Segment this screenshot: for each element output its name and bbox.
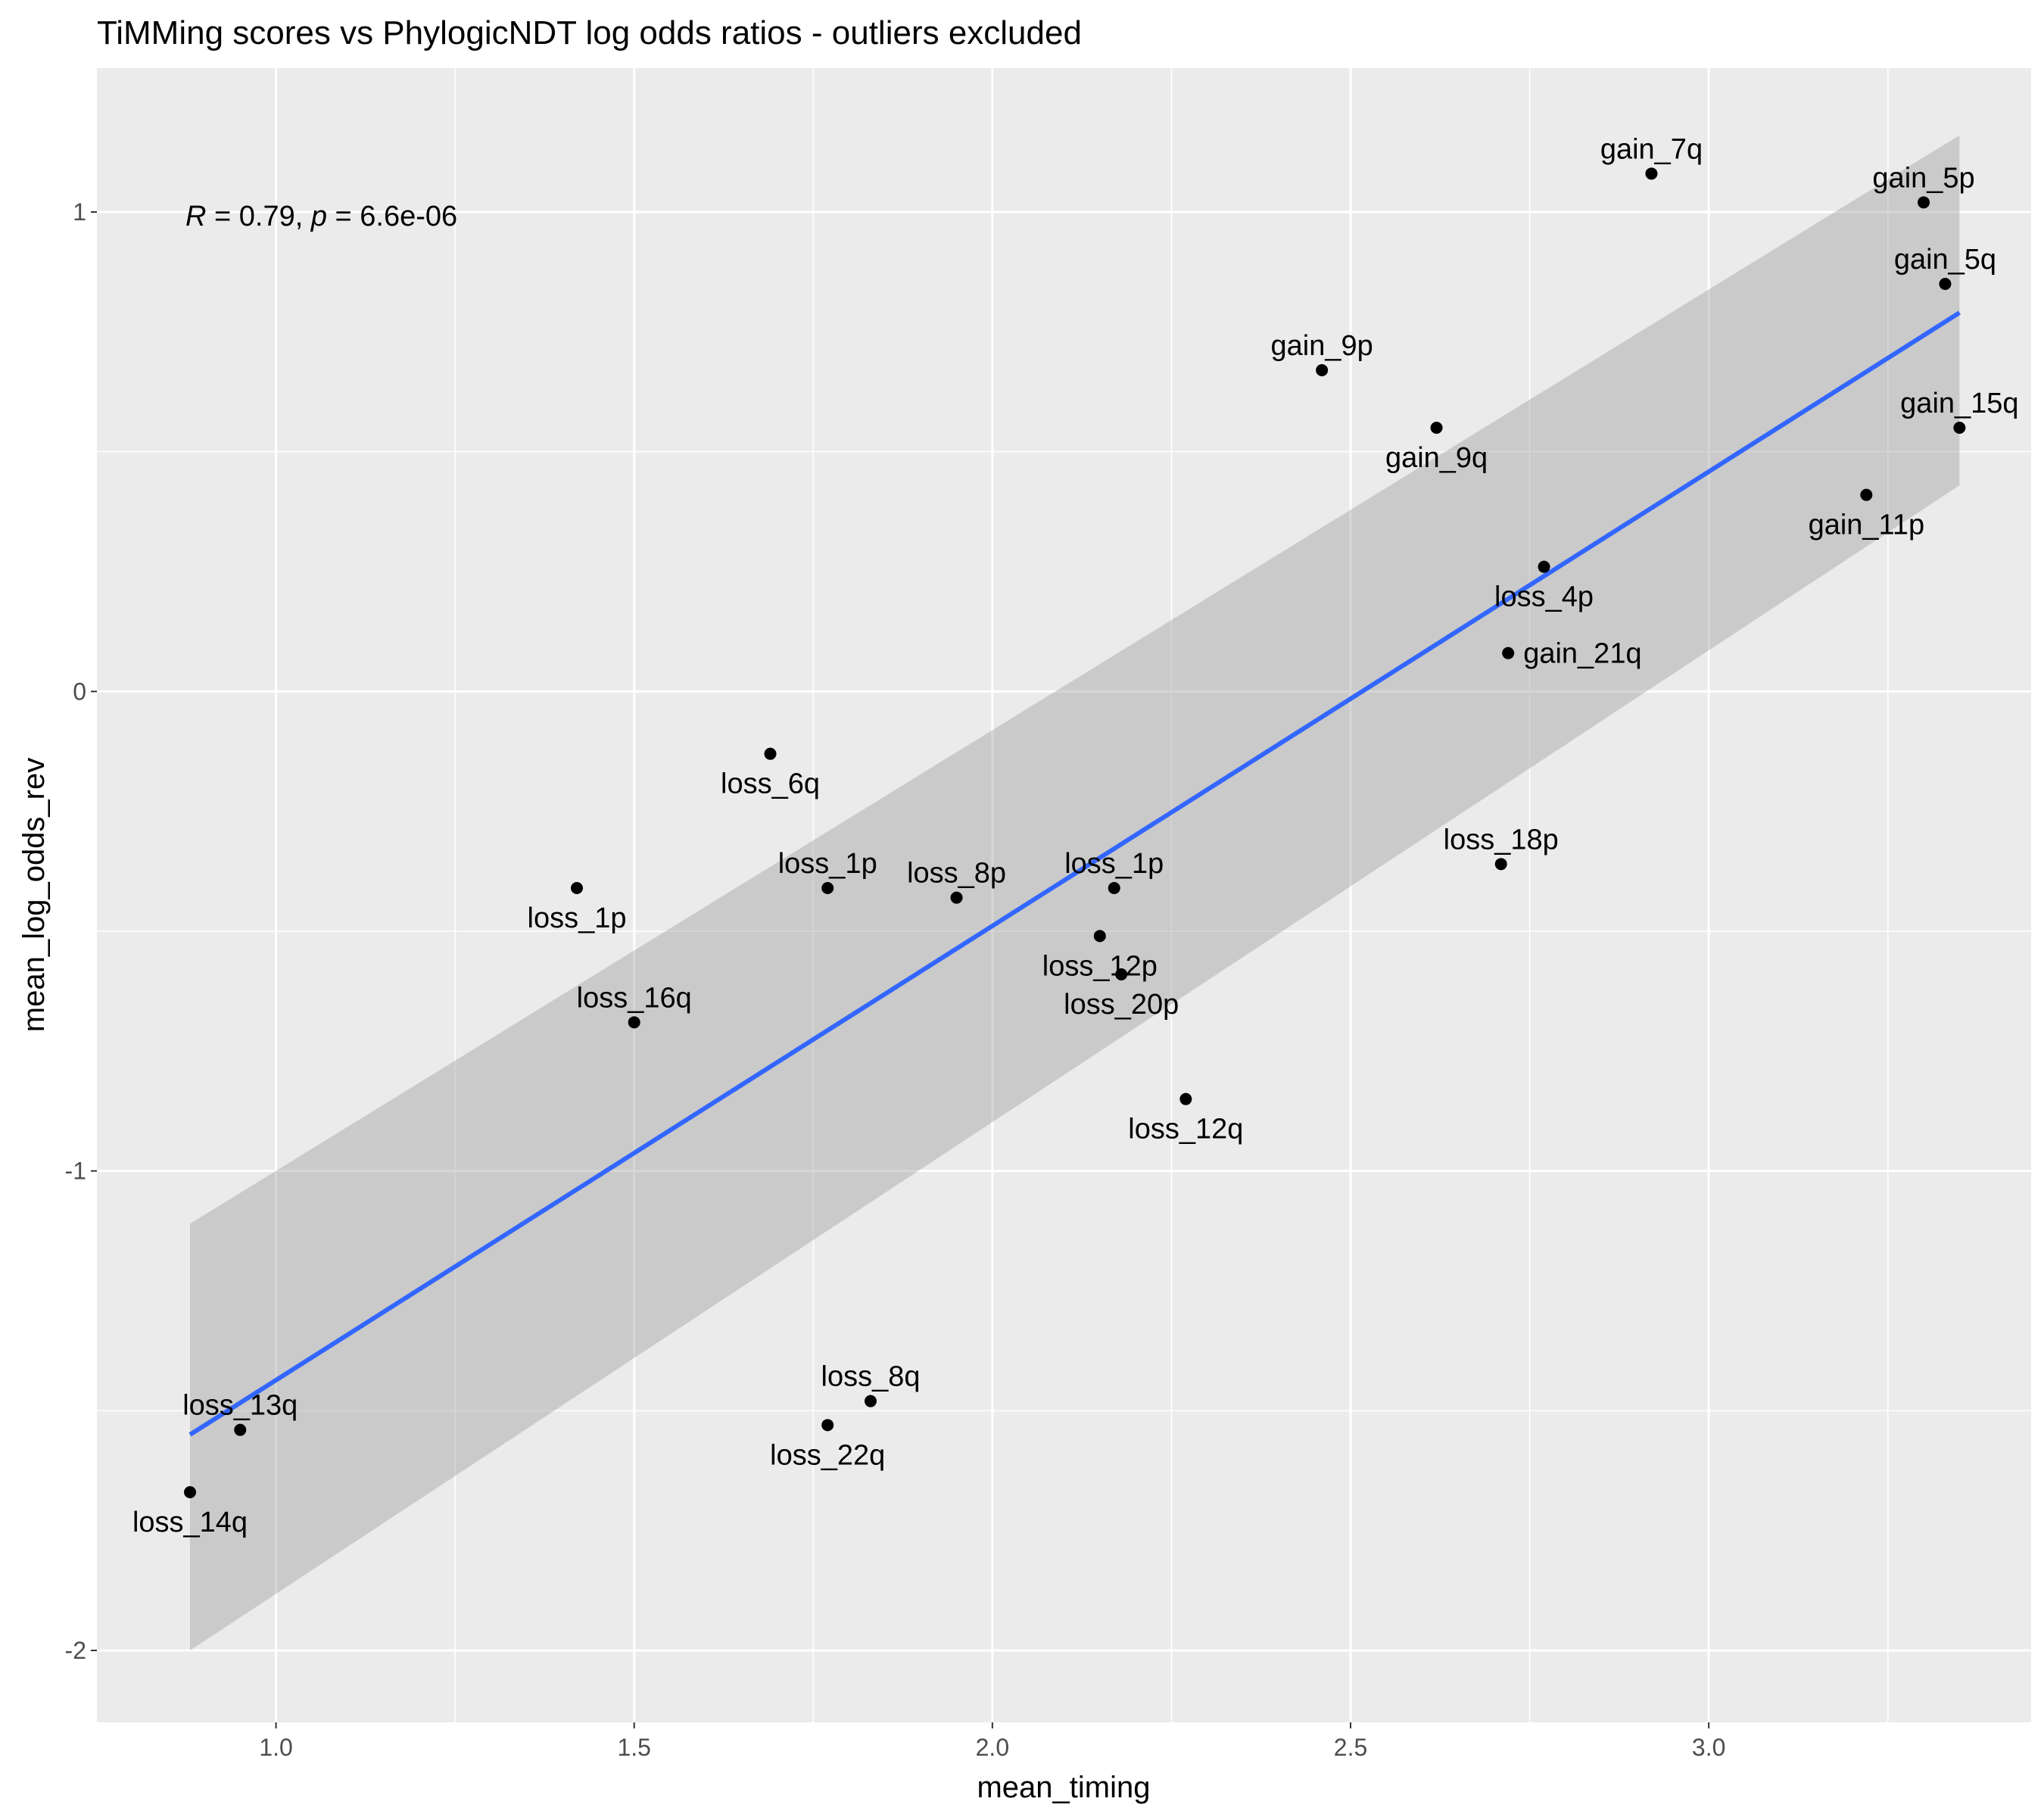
y-tick-label: 1 bbox=[73, 198, 86, 226]
data-point bbox=[1093, 930, 1106, 943]
data-points bbox=[184, 167, 1966, 1498]
point-label: gain_15q bbox=[1900, 388, 2018, 419]
x-tick-label: 3.0 bbox=[1692, 1734, 1725, 1761]
point-label: gain_9q bbox=[1385, 442, 1488, 474]
data-point bbox=[1918, 196, 1930, 209]
point-label: gain_11p bbox=[1809, 510, 1925, 541]
x-axis-title: mean_timing bbox=[977, 1771, 1150, 1804]
data-point bbox=[865, 1395, 877, 1407]
y-tick-label: -2 bbox=[65, 1637, 86, 1664]
x-tick-label: 1.0 bbox=[259, 1734, 292, 1761]
axes: 1.0 1.5 2.0 2.5 3.0 -2 -1 0 1 bbox=[65, 198, 1726, 1761]
point-label: loss_18p bbox=[1444, 824, 1559, 856]
data-point bbox=[1115, 968, 1128, 980]
data-point bbox=[1316, 364, 1329, 376]
point-label: loss_16q bbox=[577, 982, 692, 1014]
data-point bbox=[571, 882, 584, 894]
data-point bbox=[1939, 278, 1952, 290]
data-point bbox=[1108, 882, 1120, 894]
correlation-annotation: R = 0.79, p = 6.6e-06 bbox=[185, 201, 457, 232]
data-point bbox=[234, 1423, 247, 1436]
chart-title: TiMMing scores vs PhylogicNDT log odds r… bbox=[97, 14, 1082, 51]
point-label: loss_8q bbox=[821, 1361, 921, 1393]
y-axis-title: mean_log_odds_rev bbox=[17, 758, 51, 1032]
data-point bbox=[1953, 422, 1966, 434]
data-point bbox=[821, 1419, 834, 1432]
p-value: = 6.6e-06 bbox=[327, 201, 457, 232]
point-label: gain_21q bbox=[1523, 638, 1641, 670]
data-point bbox=[628, 1016, 640, 1029]
data-point bbox=[184, 1486, 197, 1498]
point-label: loss_1p bbox=[1064, 848, 1164, 880]
point-label: gain_9p bbox=[1271, 330, 1373, 362]
data-point bbox=[950, 891, 963, 904]
point-label: loss_20p bbox=[1064, 989, 1179, 1021]
x-tick-label: 2.5 bbox=[1334, 1734, 1367, 1761]
point-label: loss_8p bbox=[907, 858, 1006, 890]
data-point bbox=[1430, 422, 1443, 434]
point-label: loss_13q bbox=[182, 1390, 298, 1422]
x-tick-label: 1.5 bbox=[617, 1734, 650, 1761]
point-label: loss_14q bbox=[132, 1507, 248, 1538]
regression-line bbox=[189, 310, 1961, 1437]
data-point bbox=[1179, 1092, 1192, 1105]
point-label: loss_1p bbox=[528, 902, 627, 934]
y-tick-label: -1 bbox=[65, 1158, 86, 1185]
data-point bbox=[1494, 858, 1507, 871]
r-value: = 0.79, bbox=[206, 201, 310, 232]
data-point bbox=[1645, 167, 1658, 180]
data-point bbox=[764, 747, 777, 760]
point-label: loss_4p bbox=[1494, 581, 1594, 613]
point-label: loss_12q bbox=[1128, 1114, 1243, 1145]
x-tick-label: 2.0 bbox=[976, 1734, 1009, 1761]
point-label: gain_7q bbox=[1600, 133, 1703, 165]
regression-line-layer bbox=[189, 310, 1961, 1437]
y-tick-label: 0 bbox=[73, 678, 86, 705]
data-point bbox=[821, 882, 834, 894]
confidence-band-layer bbox=[190, 135, 1960, 1651]
grid-lines bbox=[97, 68, 2031, 1722]
point-label: gain_5q bbox=[1894, 244, 1996, 276]
confidence-band bbox=[190, 135, 1960, 1651]
point-labels: gain_7q gain_5p gain_5q gain_9p gain_9q gain_… bbox=[132, 133, 2019, 1538]
point-label: loss_22q bbox=[770, 1439, 885, 1471]
point-label: loss_6q bbox=[721, 768, 820, 800]
point-label: loss_12p bbox=[1042, 950, 1158, 982]
p-symbol: p bbox=[310, 201, 327, 232]
data-point bbox=[1502, 647, 1515, 659]
data-point bbox=[1538, 560, 1550, 573]
point-label: gain_5p bbox=[1872, 162, 1974, 194]
point-label: loss_1p bbox=[778, 848, 877, 880]
data-point bbox=[1860, 488, 1873, 501]
r-symbol: R bbox=[185, 201, 206, 232]
